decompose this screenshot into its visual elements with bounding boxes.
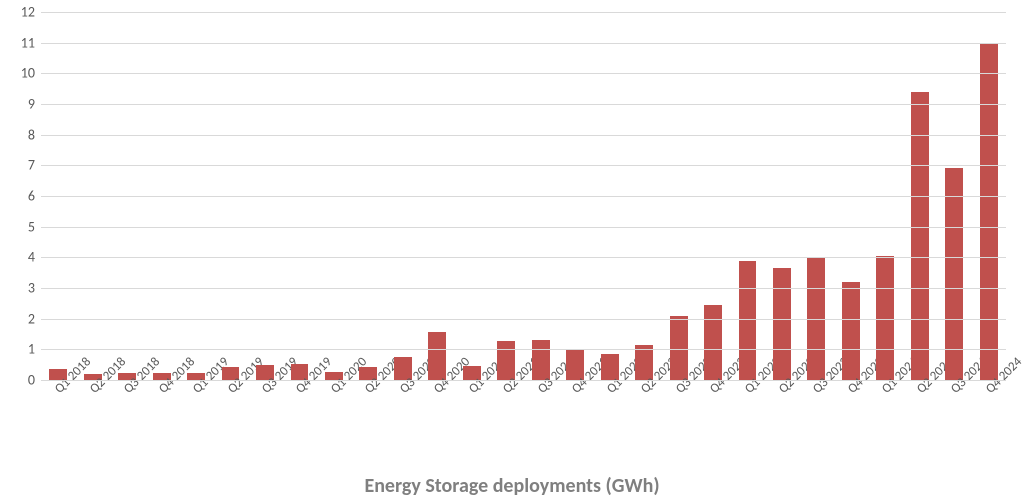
y-tick-label: 3 [28, 280, 41, 297]
gridline [41, 104, 1006, 105]
y-tick-label: 7 [28, 157, 41, 174]
gridline [41, 165, 1006, 166]
y-tick-label: 10 [21, 65, 41, 82]
bar [980, 43, 998, 380]
gridline [41, 43, 1006, 44]
bar [670, 316, 688, 380]
y-tick-label: 6 [28, 188, 41, 205]
chart-title: Energy Storage deployments (GWh) [0, 474, 1024, 498]
gridline [41, 73, 1006, 74]
y-tick-label: 2 [28, 310, 41, 327]
y-tick-label: 8 [28, 126, 41, 143]
gridline [41, 380, 1006, 381]
y-tick-label: 1 [28, 341, 41, 358]
y-tick-label: 11 [21, 34, 41, 51]
gridline [41, 288, 1006, 289]
gridline [41, 227, 1006, 228]
bar [842, 282, 860, 380]
y-tick-label: 0 [28, 372, 41, 389]
y-tick-label: 4 [28, 249, 41, 266]
bar [773, 268, 791, 380]
gridline [41, 319, 1006, 320]
gridline [41, 12, 1006, 13]
bar [945, 168, 963, 380]
gridline [41, 257, 1006, 258]
energy-storage-chart: Q1 2018Q2 2018Q3 2018Q4 2018Q1 2019Q2 20… [0, 0, 1024, 501]
gridline [41, 196, 1006, 197]
y-tick-label: 5 [28, 218, 41, 235]
bar [704, 305, 722, 380]
gridline [41, 135, 1006, 136]
gridline [41, 349, 1006, 350]
bar [739, 261, 757, 380]
y-tick-label: 12 [21, 4, 41, 21]
plot-area: Q1 2018Q2 2018Q3 2018Q4 2018Q1 2019Q2 20… [40, 12, 1006, 380]
y-tick-label: 9 [28, 96, 41, 113]
